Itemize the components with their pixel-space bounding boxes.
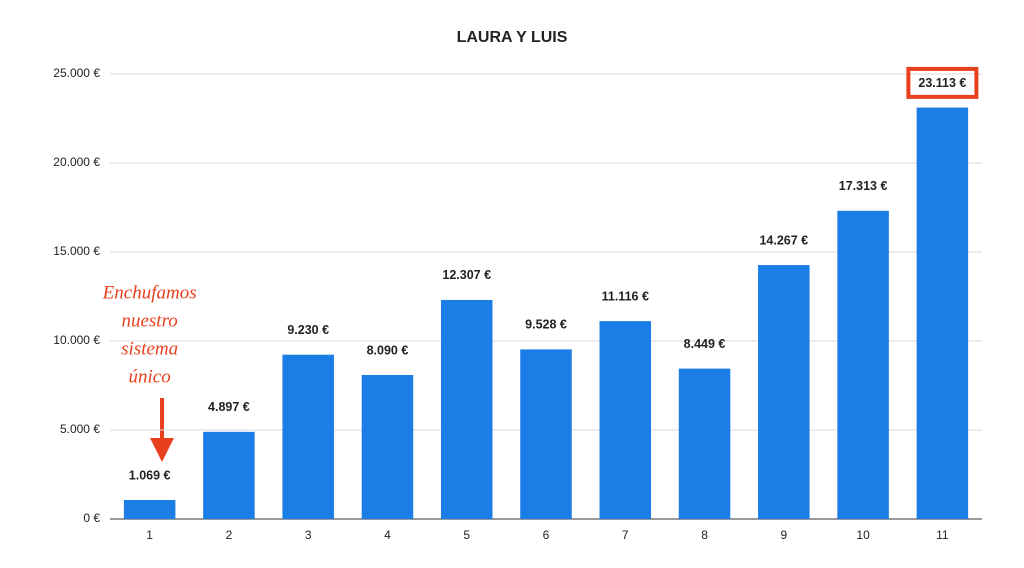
- bar: [678, 368, 731, 519]
- value-label: 9.528 €: [525, 318, 567, 332]
- bar: [758, 265, 810, 519]
- annotation-arrowhead: [150, 438, 174, 462]
- chart-title: LAURA Y LUIS: [457, 29, 568, 46]
- annotation: nuestro: [121, 310, 177, 331]
- annotation: Enchufamos: [102, 282, 197, 303]
- bar: [361, 374, 414, 519]
- y-tick-label: 10.000 €: [53, 333, 100, 347]
- value-label: 14.267 €: [759, 233, 808, 247]
- value-label: 17.313 €: [839, 179, 888, 193]
- value-label: 23.113 €: [918, 76, 966, 90]
- y-tick-label: 0 €: [83, 511, 100, 525]
- bar: [916, 107, 969, 520]
- value-label: 8.090 €: [367, 343, 409, 357]
- x-tick-label: 5: [463, 528, 470, 542]
- value-label: 12.307 €: [442, 268, 491, 282]
- annotation: sistema: [121, 338, 178, 359]
- value-label: 9.230 €: [287, 323, 329, 337]
- x-tick-label: 9: [780, 528, 787, 542]
- x-tick-label: 3: [305, 528, 312, 542]
- bar: [837, 210, 889, 519]
- x-tick-label: 1: [146, 528, 153, 542]
- value-label: 8.449 €: [684, 337, 726, 351]
- x-tick-label: 7: [622, 528, 629, 542]
- x-tick-label: 2: [226, 528, 233, 542]
- value-label: 11.116 €: [602, 289, 649, 303]
- value-label: 4.897 €: [208, 400, 250, 414]
- bar: [520, 349, 572, 519]
- bar: [123, 499, 176, 519]
- y-tick-label: 20.000 €: [53, 155, 100, 169]
- bar: [203, 431, 255, 519]
- y-tick-label: 5.000 €: [60, 422, 100, 436]
- y-tick-label: 15.000 €: [53, 244, 100, 258]
- annotation: único: [129, 366, 171, 387]
- highlight-box: [906, 66, 979, 99]
- x-tick-label: 11: [936, 528, 949, 542]
- x-tick-label: 4: [384, 528, 391, 542]
- bar: [440, 299, 493, 519]
- bar: [599, 321, 652, 519]
- value-label: 1.069 €: [129, 468, 171, 482]
- bar: [282, 354, 334, 519]
- x-tick-label: 6: [543, 528, 550, 542]
- x-tick-label: 10: [856, 528, 870, 542]
- y-tick-label: 25.000 €: [53, 66, 100, 80]
- x-tick-label: 8: [701, 528, 708, 542]
